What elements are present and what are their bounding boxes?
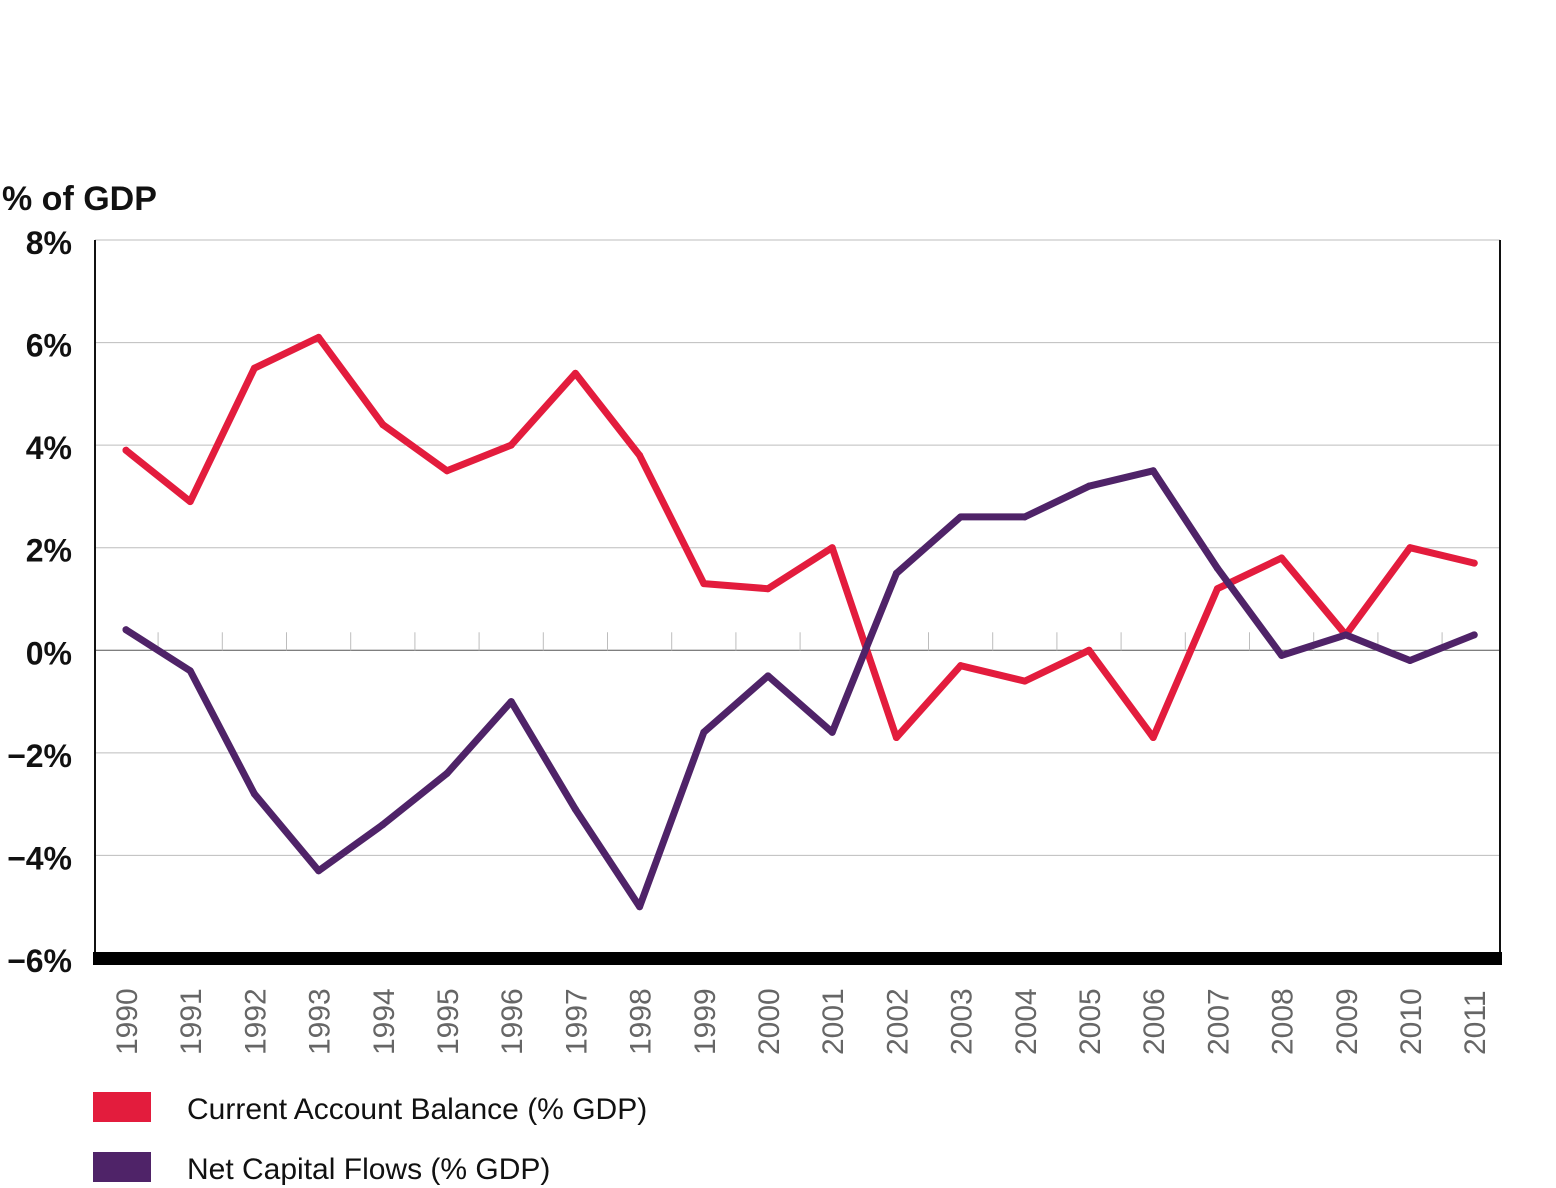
data-point [315, 333, 323, 341]
data-point [1213, 585, 1221, 593]
x-tick-label: 2001 [817, 988, 850, 1055]
data-point [1470, 631, 1478, 639]
legend-label: Current Account Balance (% GDP) [187, 1093, 647, 1126]
y-tick-label: −4% [7, 840, 72, 876]
data-point [636, 903, 644, 911]
legend-swatch [93, 1092, 151, 1122]
data-point [571, 805, 579, 813]
series-line-current-account-balance [122, 333, 1478, 741]
data-point [1085, 482, 1093, 490]
data-point [315, 867, 323, 875]
data-point [636, 451, 644, 459]
series-lines [122, 333, 1478, 911]
data-point [250, 790, 258, 798]
data-point [828, 728, 836, 736]
x-axis-baseline [93, 952, 1502, 965]
y-tick-label: 0% [26, 635, 72, 671]
data-point [1213, 564, 1221, 572]
data-point [1149, 733, 1157, 741]
x-tick-label: 1993 [304, 988, 337, 1055]
data-point [828, 544, 836, 552]
data-point [571, 369, 579, 377]
x-tick-label: 2005 [1074, 988, 1107, 1055]
x-tick-label: 2008 [1267, 988, 1300, 1055]
data-point [379, 421, 387, 429]
y-unit-label: % of GDP [2, 180, 157, 218]
data-point [1342, 631, 1350, 639]
legend: Current Account Balance (% GDP) Net Capit… [93, 1092, 647, 1186]
data-point [764, 672, 772, 680]
data-point [700, 580, 708, 588]
y-tick-label: 2% [26, 533, 72, 569]
data-point [892, 569, 900, 577]
data-point [1278, 554, 1286, 562]
data-point [1021, 677, 1029, 685]
x-tick-label: 2004 [1010, 988, 1043, 1055]
data-point [957, 662, 965, 670]
y-tick-label: 6% [26, 328, 72, 364]
data-point [507, 698, 515, 706]
data-point [764, 585, 772, 593]
data-point [1021, 513, 1029, 521]
x-tick-label: 1999 [689, 988, 722, 1055]
x-tick-label: 1995 [432, 988, 465, 1055]
x-tick-label: 2003 [946, 988, 979, 1055]
data-point [957, 513, 965, 521]
y-tick-labels: 8% 6% 4% 2% 0% −2% −4% −6% [7, 225, 72, 979]
data-point [122, 446, 130, 454]
y-tick-label: −6% [7, 943, 72, 979]
data-point [443, 769, 451, 777]
legend-label: Net Capital Flows (% GDP) [187, 1153, 550, 1186]
data-point [892, 733, 900, 741]
x-tick-label: 1997 [560, 988, 593, 1055]
data-point [700, 728, 708, 736]
y-tick-label: 4% [26, 430, 72, 466]
x-tick-label: 1991 [175, 988, 208, 1055]
data-point [1470, 559, 1478, 567]
x-tick-label: 2007 [1202, 988, 1235, 1055]
x-tick-label: 1996 [496, 988, 529, 1055]
x-tick-label: 2006 [1138, 988, 1171, 1055]
data-point [1406, 657, 1414, 665]
x-tick-label: 2010 [1395, 988, 1428, 1055]
x-tick-label: 1994 [368, 988, 401, 1055]
series-line-net-capital-flows [122, 467, 1478, 911]
y-tick-label: 8% [26, 225, 72, 261]
data-point [379, 821, 387, 829]
data-point [507, 441, 515, 449]
data-point [1149, 467, 1157, 475]
x-tick-label: 1990 [111, 988, 144, 1055]
y-tick-label: −2% [7, 738, 72, 774]
x-tick-label: 2009 [1331, 988, 1364, 1055]
data-point [1085, 646, 1093, 654]
x-tick-labels: 1990 1991 1992 1993 1994 1995 1996 1997 1998 1999… [111, 988, 1492, 1055]
data-point [122, 626, 130, 634]
axes [93, 240, 1502, 965]
x-tick-label: 2002 [881, 988, 914, 1055]
data-point [443, 467, 451, 475]
data-point [186, 498, 194, 506]
data-point [1406, 544, 1414, 552]
gridlines [95, 239, 1500, 856]
data-point [250, 364, 258, 372]
x-tick-label: 2000 [753, 988, 786, 1055]
x-tick-label: 1992 [239, 988, 272, 1055]
data-point [186, 667, 194, 675]
legend-swatch [93, 1152, 151, 1182]
data-point [1278, 651, 1286, 659]
x-tick-label: 1998 [625, 988, 658, 1055]
x-tick-label: 2011 [1459, 990, 1492, 1055]
